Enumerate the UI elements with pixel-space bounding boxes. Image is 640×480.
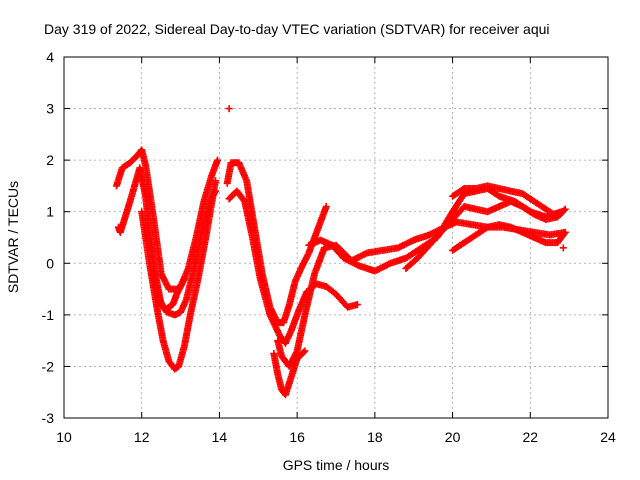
data-point <box>225 105 233 113</box>
chart-title: Day 319 of 2022, Sidereal Day-to-day VTE… <box>44 21 550 37</box>
series-arc-c <box>138 177 220 373</box>
x-tick-labels: 10 12 14 16 18 20 22 24 <box>56 429 616 445</box>
data-layer <box>112 105 569 399</box>
series-arc-l <box>449 221 569 254</box>
data-point <box>560 206 568 214</box>
x-tick-label: 16 <box>289 429 305 445</box>
x-tick-label: 22 <box>522 429 538 445</box>
data-point <box>213 156 221 164</box>
x-tick-label: 10 <box>56 429 72 445</box>
y-tick-label: 4 <box>46 49 54 65</box>
data-point <box>560 230 568 238</box>
x-tick-label: 18 <box>367 429 383 445</box>
y-tick-label: 3 <box>46 101 54 117</box>
series-arc-k <box>449 182 561 221</box>
y-tick-label: -3 <box>42 410 55 426</box>
y-tick-label: -2 <box>42 358 55 374</box>
data-point <box>561 205 569 213</box>
data-point <box>553 213 561 221</box>
y-tick-label: 1 <box>46 204 54 220</box>
data-point <box>552 212 560 220</box>
x-tick-label: 20 <box>445 429 461 445</box>
x-axis-label: GPS time / hours <box>283 457 390 473</box>
data-point <box>322 203 330 211</box>
plot-frame <box>63 56 609 419</box>
series-arc-g <box>270 347 309 399</box>
data-point <box>561 228 569 236</box>
data-point <box>559 244 567 252</box>
x-tick-label: 14 <box>212 429 228 445</box>
series-arc-j <box>402 197 569 272</box>
data-point <box>212 177 220 185</box>
x-tick-label: 24 <box>600 429 616 445</box>
y-tick-label: 0 <box>46 255 54 271</box>
series-arc-d <box>149 270 188 314</box>
y-tick-labels: -3 -2 -1 0 1 2 3 4 <box>42 49 55 426</box>
data-point <box>300 348 308 356</box>
y-axis-label: SDTVAR / TECUs <box>5 181 21 293</box>
data-point <box>180 275 188 283</box>
y-tick-label: 2 <box>46 152 54 168</box>
data-point <box>353 301 361 309</box>
series-isolated <box>225 105 567 252</box>
y-tick-label: -1 <box>42 307 55 323</box>
data-point <box>301 347 309 355</box>
x-tick-label: 12 <box>134 429 150 445</box>
